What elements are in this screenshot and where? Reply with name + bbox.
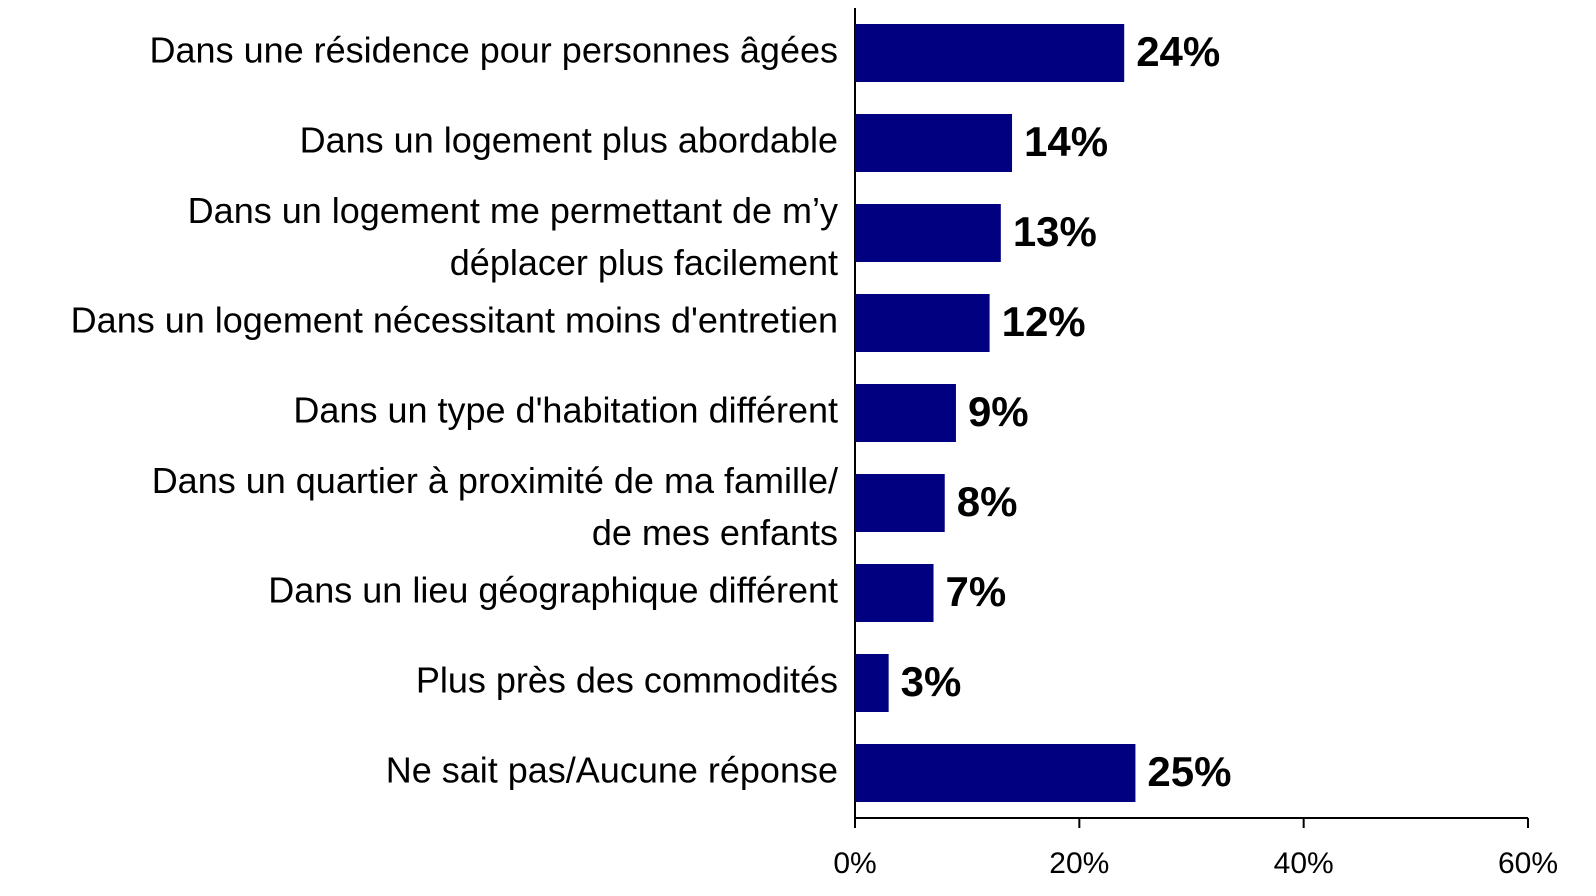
- value-label: 13%: [1013, 208, 1097, 255]
- value-label: 14%: [1024, 118, 1108, 165]
- value-label: 8%: [957, 478, 1018, 525]
- category-label: Dans un logement plus abordable: [300, 120, 838, 161]
- value-label: 9%: [968, 388, 1029, 435]
- x-tick-label: 60%: [1498, 847, 1558, 880]
- category-label: Dans un type d'habitation différent: [293, 390, 838, 431]
- value-label: 24%: [1136, 28, 1220, 75]
- bar: [855, 564, 934, 622]
- bar: [855, 24, 1125, 82]
- bar: [855, 474, 945, 532]
- x-tick-label: 40%: [1274, 847, 1334, 880]
- category-label: Dans un lieu géographique différent: [268, 570, 838, 611]
- bar: [855, 114, 1013, 172]
- bar: [855, 204, 1001, 262]
- bar: [855, 384, 956, 442]
- category-label: Dans une résidence pour personnes âgées: [150, 30, 838, 71]
- category-label: Ne sait pas/Aucune réponse: [386, 750, 838, 791]
- category-label-line: de mes enfants: [592, 512, 838, 553]
- bar: [855, 654, 889, 712]
- category-label: Dans un logement me permettant de m’y dép…: [188, 190, 838, 283]
- category-label: Dans un logement nécessitant moins d'ent…: [71, 300, 838, 341]
- value-label: 25%: [1147, 748, 1231, 795]
- category-label-line: Dans un logement me permettant de m’y: [188, 190, 838, 231]
- category-label-line: déplacer plus facilement: [450, 242, 838, 283]
- bar: [855, 744, 1136, 802]
- value-label: 12%: [1002, 298, 1086, 345]
- x-tick-label: 20%: [1049, 847, 1109, 880]
- category-label: Dans un quartier à proximité de ma famil…: [152, 460, 838, 553]
- x-tick-label: 0%: [833, 847, 876, 880]
- value-label: 7%: [946, 568, 1007, 615]
- category-label-line: Dans un quartier à proximité de ma famil…: [152, 460, 838, 501]
- category-label: Plus près des commodités: [416, 660, 838, 701]
- value-label: 3%: [901, 658, 962, 705]
- bar: [855, 294, 990, 352]
